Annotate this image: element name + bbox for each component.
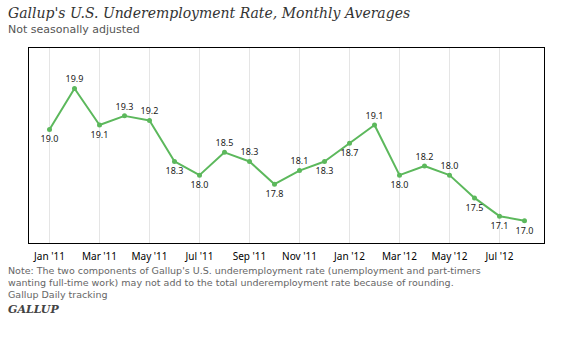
svg-text:17.1: 17.1 [491,219,509,232]
svg-text:Jul '11: Jul '11 [185,249,214,263]
html-text:Gallup's U.S. Underemployment: Gallup's U.S. Underemployment Rate, Mont… [8,5,411,21]
svg-text:Mar '12: Mar '12 [382,249,417,263]
svg-text:19.9: 19.9 [66,72,84,85]
svg-text:17.5: 17.5 [466,201,484,214]
svg-text:19.0: 19.0 [41,132,59,145]
svg-text:17.0: 17.0 [516,224,534,237]
html-text:Not seasonally adjusted: Not seasonally adjusted [8,23,140,36]
svg-text:Mar '11: Mar '11 [82,249,117,263]
svg-text:May '12: May '12 [431,249,467,263]
svg-text:18.5: 18.5 [216,136,234,149]
svg-text:Jan '11: Jan '11 [33,249,65,263]
svg-text:18.0: 18.0 [391,178,409,191]
svg-text:Sep '11: Sep '11 [233,249,267,263]
svg-text:Jan '12: Jan '12 [333,249,365,263]
svg-text:18.7: 18.7 [341,146,359,159]
svg-text:18.1: 18.1 [291,154,309,167]
svg-text:Nov '11: Nov '11 [282,249,317,263]
svg-text:18.0: 18.0 [191,178,209,191]
svg-text:19.2: 19.2 [141,104,159,117]
svg-text:18.2: 18.2 [416,150,434,163]
svg-text:May '11: May '11 [131,249,167,263]
svg-text:Jul '12: Jul '12 [485,249,514,263]
svg-text:18.3: 18.3 [316,164,334,177]
svg-text:19.1: 19.1 [91,128,109,141]
svg-text:18.3: 18.3 [241,145,259,158]
html-text:Note: The two components of Ga: Note: The two components of Gallup's U.S… [8,265,481,276]
svg-text:19.1: 19.1 [366,109,384,122]
html-text:wanting full-time work) may no: wanting full-time work) may not add to t… [8,277,454,288]
svg-text:18.3: 18.3 [166,164,184,177]
html-text:Gallup Daily tracking: Gallup Daily tracking [8,289,108,300]
html-text:GALLUP: GALLUP [8,303,59,316]
svg-text:17.8: 17.8 [266,187,284,200]
svg-text:18.0: 18.0 [441,159,459,172]
svg-text:19.3: 19.3 [116,100,134,113]
